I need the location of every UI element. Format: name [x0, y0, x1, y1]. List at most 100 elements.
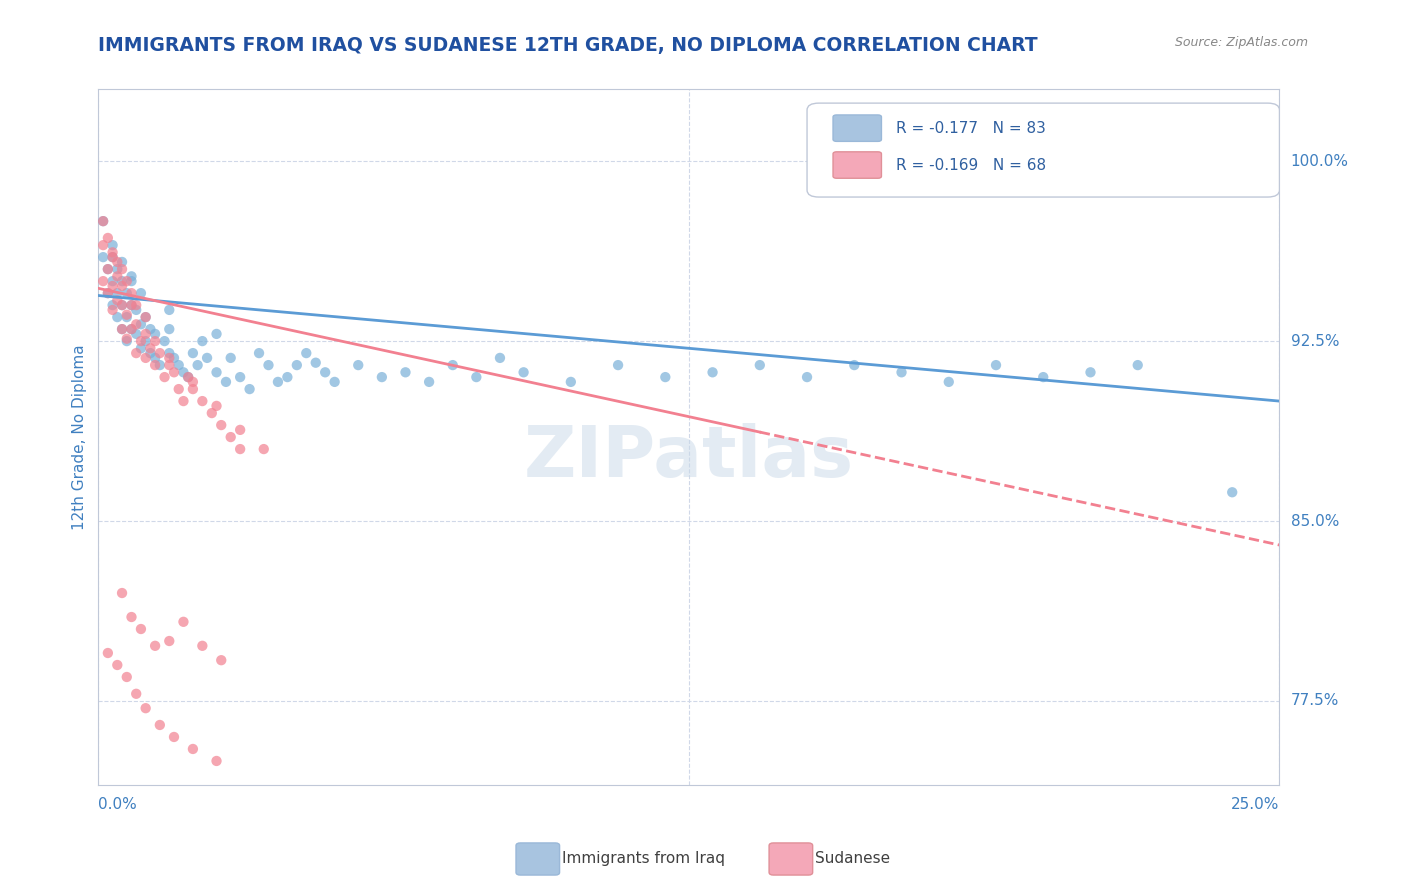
Point — [157, 346, 180, 360]
Point — [229, 423, 252, 437]
Point — [157, 351, 180, 365]
Point — [105, 293, 128, 308]
Point — [191, 334, 214, 348]
Point — [181, 382, 204, 396]
Point — [101, 250, 124, 264]
Point — [163, 365, 186, 379]
Point — [172, 615, 194, 629]
Point — [702, 365, 724, 379]
Point — [172, 365, 194, 379]
Point — [105, 262, 128, 277]
Point — [512, 365, 534, 379]
Point — [187, 358, 209, 372]
Point — [135, 334, 157, 348]
Point — [181, 346, 204, 360]
Point — [157, 322, 180, 336]
Point — [143, 639, 166, 653]
Point — [129, 318, 152, 332]
Point — [157, 634, 180, 648]
Point — [143, 358, 166, 372]
Point — [139, 346, 162, 360]
Point — [125, 318, 148, 332]
Point — [195, 351, 218, 365]
Point — [247, 346, 270, 360]
Point — [101, 250, 124, 264]
Point — [97, 286, 120, 301]
Point — [1126, 358, 1149, 372]
Point — [135, 310, 157, 325]
Point — [139, 322, 162, 336]
Point — [91, 250, 114, 264]
Point — [121, 298, 143, 312]
Point — [121, 274, 143, 288]
Point — [105, 255, 128, 269]
Point — [129, 622, 152, 636]
Point — [418, 375, 440, 389]
Point — [167, 358, 190, 372]
Point — [181, 375, 204, 389]
Point — [205, 365, 228, 379]
Point — [219, 351, 242, 365]
Point — [276, 370, 298, 384]
Point — [177, 370, 200, 384]
Point — [97, 646, 120, 660]
Point — [129, 286, 152, 301]
Point — [121, 286, 143, 301]
Point — [890, 365, 912, 379]
Point — [153, 334, 176, 348]
Text: 100.0%: 100.0% — [1291, 153, 1348, 169]
Text: Immigrants from Iraq: Immigrants from Iraq — [562, 852, 725, 866]
Point — [1220, 485, 1243, 500]
Point — [394, 365, 416, 379]
Point — [111, 255, 134, 269]
Point — [229, 370, 252, 384]
Point — [135, 326, 157, 341]
Point — [205, 754, 228, 768]
Point — [465, 370, 488, 384]
Point — [125, 687, 148, 701]
Point — [253, 442, 276, 456]
Text: Sudanese: Sudanese — [815, 852, 890, 866]
Point — [97, 262, 120, 277]
Point — [101, 279, 124, 293]
Point — [125, 298, 148, 312]
Point — [209, 653, 232, 667]
Point — [229, 442, 252, 456]
Point — [111, 262, 134, 277]
Point — [115, 308, 138, 322]
Point — [323, 375, 346, 389]
Text: IMMIGRANTS FROM IRAQ VS SUDANESE 12TH GRADE, NO DIPLOMA CORRELATION CHART: IMMIGRANTS FROM IRAQ VS SUDANESE 12TH GR… — [98, 36, 1038, 54]
Point — [121, 322, 143, 336]
Point — [115, 274, 138, 288]
Point — [101, 274, 124, 288]
Point — [125, 302, 148, 317]
Point — [607, 358, 630, 372]
Point — [135, 701, 157, 715]
Point — [177, 370, 200, 384]
Point — [209, 418, 232, 433]
Point — [257, 358, 280, 372]
Point — [115, 286, 138, 301]
Point — [101, 298, 124, 312]
Point — [143, 326, 166, 341]
Point — [101, 245, 124, 260]
Point — [91, 238, 114, 252]
FancyBboxPatch shape — [832, 115, 882, 141]
Point — [560, 375, 582, 389]
Point — [105, 269, 128, 284]
Point — [1080, 365, 1102, 379]
Text: 77.5%: 77.5% — [1291, 693, 1339, 708]
Point — [115, 332, 138, 346]
Point — [149, 346, 172, 360]
Point — [129, 334, 152, 348]
Point — [285, 358, 308, 372]
Point — [139, 341, 162, 355]
Point — [153, 370, 176, 384]
Point — [97, 286, 120, 301]
Point — [163, 351, 186, 365]
Point — [97, 231, 120, 245]
Point — [121, 298, 143, 312]
Point — [654, 370, 676, 384]
Point — [129, 341, 152, 355]
Point — [105, 286, 128, 301]
